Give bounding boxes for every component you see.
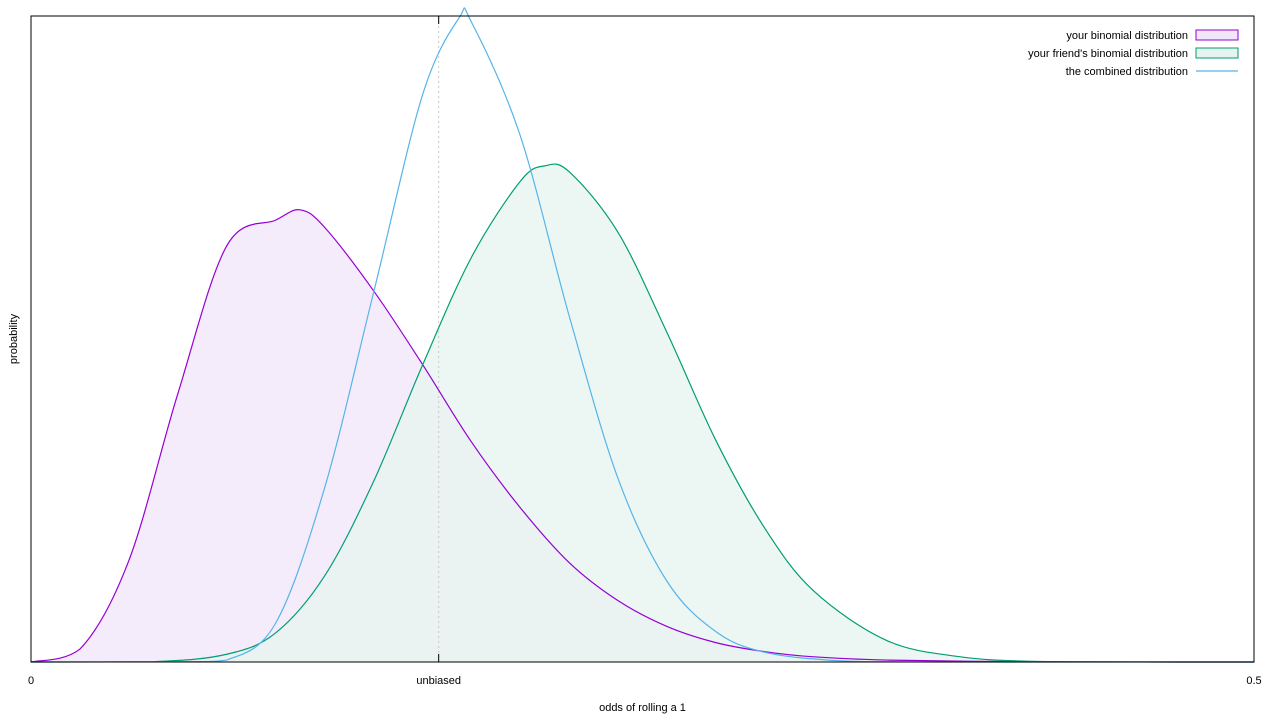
legend-swatch-0 [1195, 29, 1239, 41]
series-area-1 [31, 163, 1254, 663]
legend-label-1: your friend's binomial distribution [1028, 48, 1188, 60]
x-tick-label-0: 0 [28, 675, 34, 687]
series-line-1 [30, 163, 1255, 663]
x-ticks-layer: 0 unbiased 0.5 [28, 16, 1262, 687]
legend-label-0: your binomial distribution [1066, 30, 1188, 42]
legend: your binomial distribution your friend's … [1028, 29, 1239, 78]
series-area-0 [31, 209, 1254, 662]
x-axis-label: odds of rolling a 1 [599, 702, 686, 714]
y-axis-label: probability [8, 313, 20, 364]
legend-swatch-1 [1195, 47, 1239, 59]
legend-label-2: the combined distribution [1066, 66, 1188, 78]
series-line-0 [30, 209, 1255, 663]
x-tick-label-1: unbiased [416, 675, 461, 687]
series-fills-layer [31, 163, 1254, 663]
x-tick-label-2: 0.5 [1246, 675, 1261, 687]
plot-frame [30, 15, 1255, 663]
